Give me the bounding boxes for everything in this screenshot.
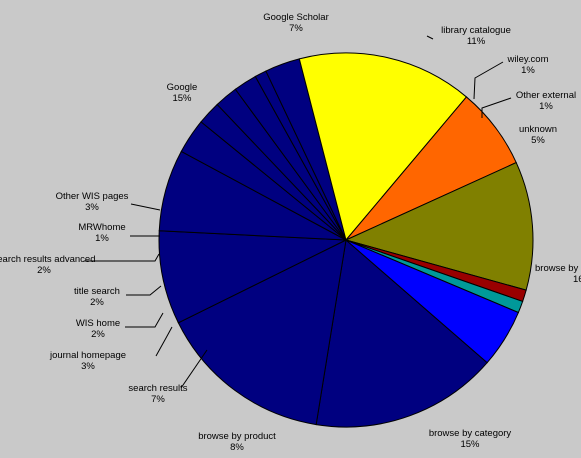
slice-label: Google Scholar — [263, 12, 328, 23]
slice-value-label: 5% — [531, 135, 545, 146]
slice-label: title search — [74, 286, 120, 297]
pie-slices — [158, 52, 534, 428]
pie-slice-library-catalogue — [344, 161, 534, 291]
slice-value-label: 2% — [91, 329, 105, 340]
slice-value-label: 15% — [460, 439, 480, 450]
slice-value-label: 15% — [172, 93, 192, 104]
leader-line — [126, 285, 162, 296]
slice-value-label: 1% — [539, 101, 553, 112]
leader-line — [130, 203, 161, 211]
pie-slice-google — [298, 52, 468, 242]
slice-label: search results — [128, 383, 187, 394]
slice-value-label: 1% — [95, 233, 109, 244]
slice-label: wiley.com — [507, 54, 549, 65]
leader-line — [155, 326, 173, 357]
slice-label: Google — [167, 82, 198, 93]
leader-line — [473, 61, 504, 100]
pie-slice-browse-by-subject — [315, 239, 488, 428]
pie-slice-browse-by-category — [177, 239, 347, 426]
slice-label: browse by product — [198, 431, 276, 442]
slice-label: browse by category — [429, 428, 512, 439]
slice-value-label: 7% — [289, 23, 303, 34]
slice-value-label: 16 — [573, 274, 581, 285]
pie-labels: browse by subject16browse by category15%… — [0, 12, 581, 453]
slice-value-label: 8% — [230, 442, 244, 453]
pie-slice-unknown — [345, 239, 520, 364]
slice-label: search results advanced — [0, 254, 95, 265]
slice-label: library catalogue — [441, 25, 511, 36]
leader-line — [180, 349, 208, 389]
slice-label: unknown — [519, 124, 557, 135]
leader-line — [84, 253, 160, 262]
leader-line — [426, 35, 434, 40]
leader-line — [125, 312, 164, 328]
slice-label: MRWhome — [78, 222, 125, 233]
slice-label: Other WIS pages — [56, 191, 129, 202]
slice-label: WIS home — [76, 318, 120, 329]
slice-value-label: 11% — [467, 36, 486, 47]
slice-value-label: 3% — [81, 361, 95, 372]
slice-value-label: 2% — [37, 265, 51, 276]
slice-label: Other external — [516, 90, 576, 101]
slice-label: browse by subject — [535, 263, 581, 274]
pie-slice-browse-by-product — [158, 230, 348, 324]
slice-label: journal homepage — [49, 350, 126, 361]
slice-value-label: 7% — [151, 394, 165, 405]
leader-line — [481, 97, 512, 118]
slice-value-label: 2% — [90, 297, 104, 308]
slice-value-label: 1% — [521, 65, 535, 76]
slice-value-label: 3% — [85, 202, 99, 213]
